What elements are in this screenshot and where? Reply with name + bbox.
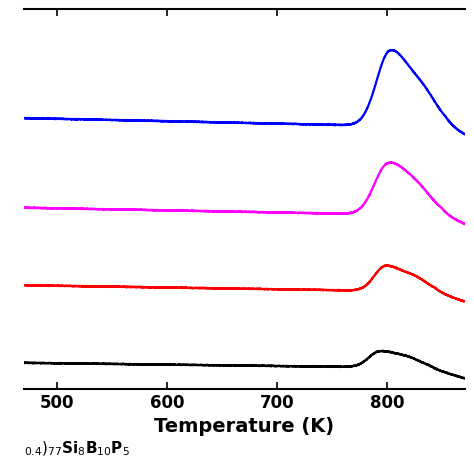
Text: $_{0.4})_{77}$Si$_8$B$_{10}$P$_5$: $_{0.4})_{77}$Si$_8$B$_{10}$P$_5$ bbox=[24, 440, 130, 458]
X-axis label: Temperature (K): Temperature (K) bbox=[154, 417, 334, 436]
